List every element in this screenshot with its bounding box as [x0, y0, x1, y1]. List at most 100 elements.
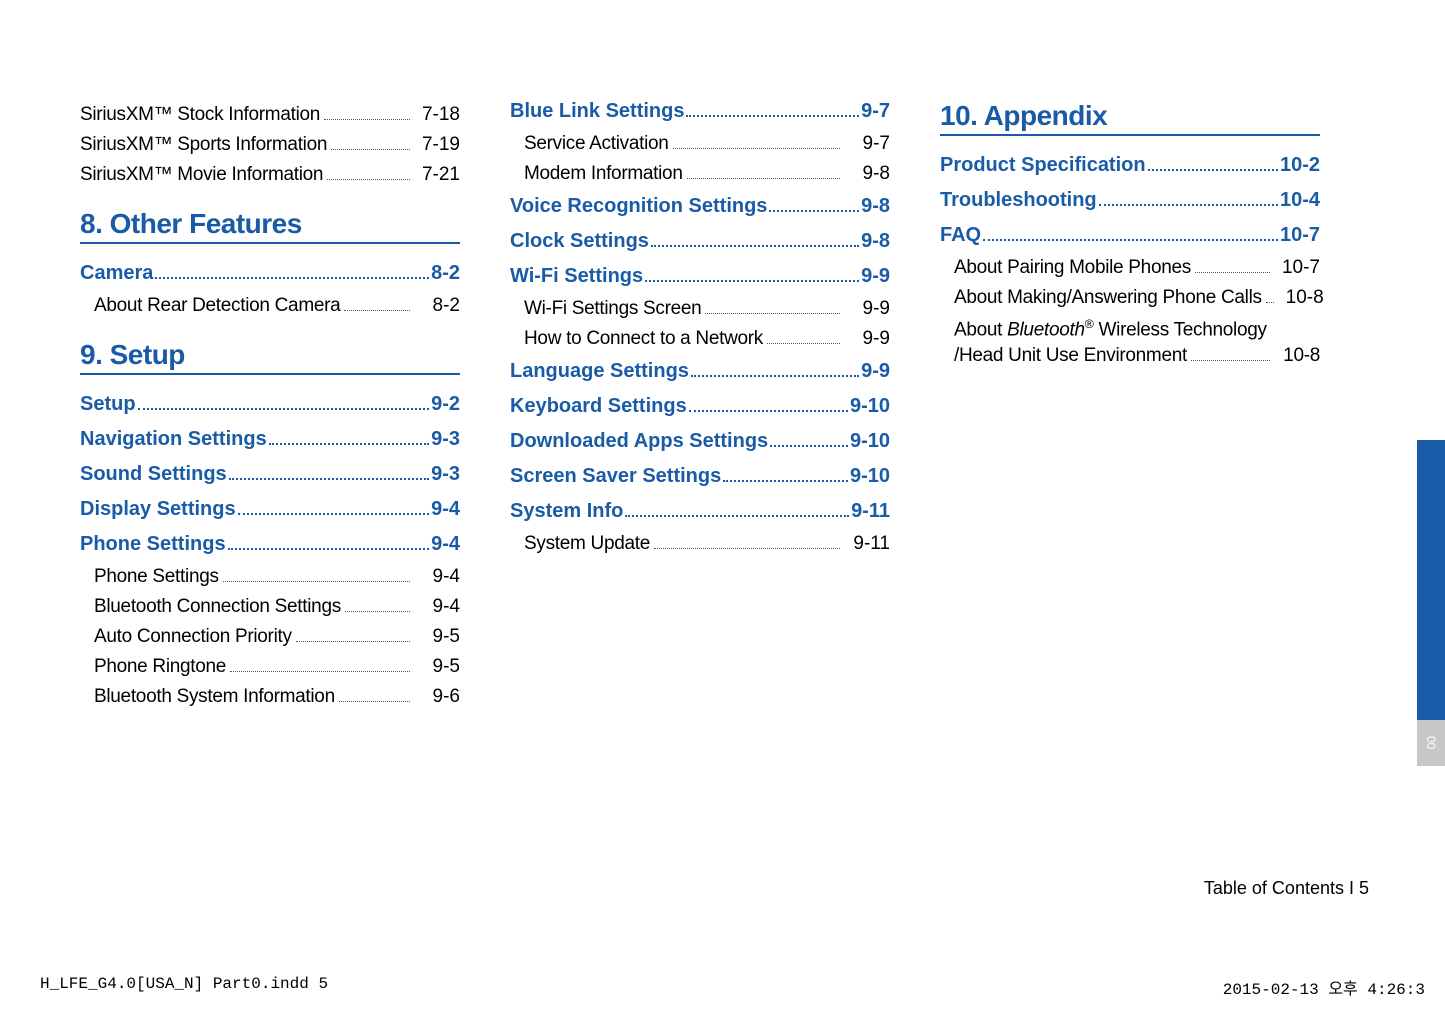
heading-label: Troubleshooting: [940, 189, 1097, 212]
toc-entry: Bluetooth Connection Settings 9-4: [94, 596, 460, 618]
heading-label: Voice Recognition Settings: [510, 195, 767, 218]
side-tab-gray: 00: [1417, 720, 1445, 766]
toc-heading-navigation: Navigation Settings 9-3: [80, 428, 460, 451]
entry-page: 9-8: [844, 163, 890, 185]
heading-page: 9-10: [850, 395, 890, 418]
toc-heading-bluelink: Blue Link Settings 9-7: [510, 100, 890, 123]
toc-heading-wifi: Wi-Fi Settings 9-9: [510, 265, 890, 288]
entry-label: About Making/Answering Phone Calls: [954, 287, 1262, 309]
toc-entry: SiriusXM™ Stock Information 7-18: [80, 104, 460, 126]
heading-label: FAQ: [940, 224, 981, 247]
toc-page: SiriusXM™ Stock Information 7-18 SiriusX…: [80, 100, 1360, 712]
text-italic: Bluetooth: [1007, 319, 1085, 340]
entry-page: 9-9: [844, 328, 890, 350]
dot-leader: [228, 548, 430, 550]
heading-label: Wi-Fi Settings: [510, 265, 643, 288]
heading-label: Phone Settings: [80, 533, 226, 556]
dot-leader: [651, 245, 859, 247]
entry-line-1: About Bluetooth® Wireless Technology: [954, 317, 1320, 341]
heading-page: 9-8: [861, 195, 890, 218]
column-2: Blue Link Settings 9-7 Service Activatio…: [510, 100, 890, 712]
dot-leader: [1099, 204, 1278, 206]
heading-page: 9-3: [431, 428, 460, 451]
toc-heading-setup: Setup 9-2: [80, 393, 460, 416]
entry-label: SiriusXM™ Stock Information: [80, 104, 320, 126]
text: Wireless Technology: [1094, 319, 1267, 340]
entry-page: 7-19: [414, 134, 460, 156]
dot-leader: [339, 701, 410, 702]
toc-entry: System Update 9-11: [524, 533, 890, 555]
dot-leader: [691, 375, 859, 377]
dot-leader: [230, 671, 410, 672]
dot-leader: [687, 178, 840, 179]
toc-entry: About Making/Answering Phone Calls 10-8: [954, 287, 1320, 309]
heading-page: 9-7: [861, 100, 890, 123]
dot-leader: [686, 115, 859, 117]
entry-page: 10-8: [1274, 345, 1320, 367]
entry-label: Service Activation: [524, 133, 669, 155]
heading-page: 9-3: [431, 463, 460, 486]
dot-leader: [223, 581, 410, 582]
entry-page: 9-9: [844, 298, 890, 320]
toc-heading-spec: Product Specification 10-2: [940, 154, 1320, 177]
entry-page: 10-8: [1278, 287, 1324, 309]
heading-page: 9-2: [431, 393, 460, 416]
entry-page: 8-2: [414, 295, 460, 317]
dot-leader: [1148, 169, 1278, 171]
dot-leader: [345, 611, 410, 612]
toc-heading-screensaver: Screen Saver Settings 9-10: [510, 465, 890, 488]
heading-page: 9-9: [861, 265, 890, 288]
heading-label: Language Settings: [510, 360, 689, 383]
heading-page: 9-9: [861, 360, 890, 383]
toc-heading-faq: FAQ 10-7: [940, 224, 1320, 247]
dot-leader: [1195, 272, 1270, 273]
toc-entry: About Pairing Mobile Phones 10-7: [954, 257, 1320, 279]
heading-label: Product Specification: [940, 154, 1146, 177]
entry-label: Phone Settings: [94, 566, 219, 588]
toc-entry: SiriusXM™ Sports Information 7-19: [80, 134, 460, 156]
toc-heading-downloaded: Downloaded Apps Settings 9-10: [510, 430, 890, 453]
toc-heading-camera: Camera 8-2: [80, 262, 460, 285]
entry-label: About Rear Detection Camera: [94, 295, 340, 317]
toc-entry: About Rear Detection Camera 8-2: [94, 295, 460, 317]
section-8-title: 8. Other Features: [80, 208, 460, 244]
toc-heading-phone: Phone Settings 9-4: [80, 533, 460, 556]
dot-leader: [983, 239, 1278, 241]
dot-leader: [138, 408, 430, 410]
print-marks: H_LFE_G4.0[USA_N] Part0.indd 5 2015-02-1…: [40, 975, 1425, 999]
toc-entry: Phone Settings 9-4: [94, 566, 460, 588]
section-9-title: 9. Setup: [80, 339, 460, 375]
dot-leader: [155, 277, 429, 279]
entry-label: Wi-Fi Settings Screen: [524, 298, 701, 320]
toc-heading-trouble: Troubleshooting 10-4: [940, 189, 1320, 212]
heading-page: 10-4: [1280, 189, 1320, 212]
toc-entry: Auto Connection Priority 9-5: [94, 626, 460, 648]
dot-leader: [331, 149, 410, 150]
dot-leader: [769, 210, 859, 212]
text-sup: ®: [1085, 317, 1094, 331]
toc-entry: Modem Information 9-8: [524, 163, 890, 185]
toc-heading-display: Display Settings 9-4: [80, 498, 460, 521]
toc-heading-voice: Voice Recognition Settings 9-8: [510, 195, 890, 218]
heading-label: Navigation Settings: [80, 428, 267, 451]
toc-heading-clock: Clock Settings 9-8: [510, 230, 890, 253]
heading-page: 10-2: [1280, 154, 1320, 177]
heading-page: 9-10: [850, 465, 890, 488]
heading-label: System Info: [510, 500, 623, 523]
heading-page: 9-11: [851, 500, 890, 523]
toc-entry: Wi-Fi Settings Screen 9-9: [524, 298, 890, 320]
dot-leader: [1191, 360, 1270, 361]
dot-leader: [654, 548, 840, 549]
dot-leader: [625, 515, 849, 517]
dot-leader: [689, 410, 848, 412]
dot-leader: [344, 310, 410, 311]
heading-label: Setup: [80, 393, 136, 416]
entry-label: /Head Unit Use Environment: [954, 345, 1187, 367]
entry-label: SiriusXM™ Movie Information: [80, 164, 323, 186]
heading-label: Clock Settings: [510, 230, 649, 253]
dot-leader: [229, 478, 429, 480]
side-tab-blue: [1417, 440, 1445, 720]
heading-page: 10-7: [1280, 224, 1320, 247]
dot-leader: [296, 641, 410, 642]
heading-page: 8-2: [431, 262, 460, 285]
